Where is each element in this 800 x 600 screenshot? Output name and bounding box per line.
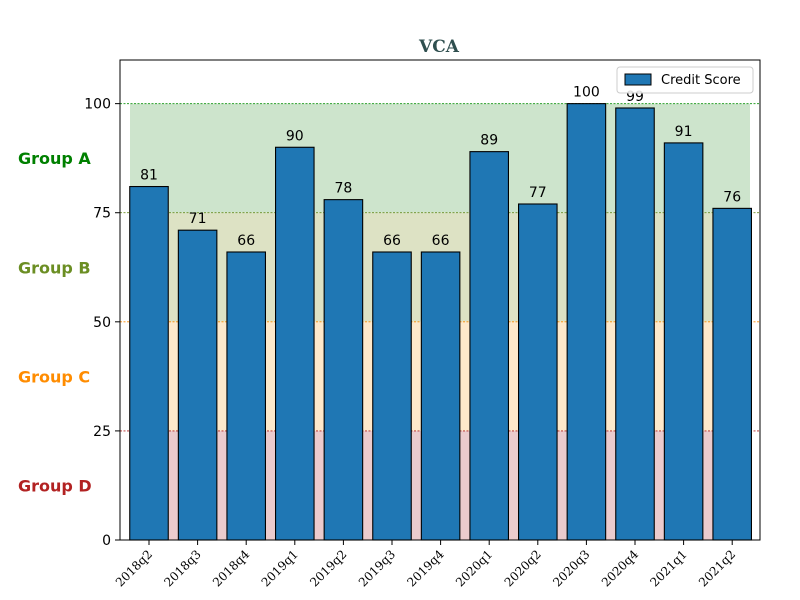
y-tick-label: 25 <box>93 424 111 440</box>
legend: Credit Score <box>616 66 754 94</box>
group-label: Group D <box>18 476 92 495</box>
x-tick-label: 2019q4 <box>404 547 447 590</box>
x-tick-label: 2018q3 <box>161 547 203 589</box>
bar-value-label: 66 <box>383 233 401 249</box>
bar <box>615 107 655 541</box>
plot-frame <box>119 59 761 541</box>
bar-value-label: 77 <box>529 185 547 201</box>
group-label: Group C <box>18 367 90 386</box>
y-tick-label: 100 <box>84 97 111 113</box>
bar-value-label: 100 <box>573 85 600 101</box>
bar-value-label: 81 <box>140 168 158 184</box>
bar-value-label: 66 <box>237 233 255 249</box>
y-tick-label: 0 <box>102 533 111 549</box>
bar-value-label: 89 <box>480 133 498 149</box>
bar <box>226 251 266 541</box>
x-tick-label: 2019q1 <box>259 547 301 589</box>
bar <box>517 203 558 541</box>
x-tick-label: 2018q4 <box>210 547 253 590</box>
bar-value-label: 71 <box>189 211 207 227</box>
bar-value-label: 66 <box>432 233 450 249</box>
bar <box>420 251 461 541</box>
x-tick-label: 2020q2 <box>502 547 544 589</box>
x-tick-label: 2021q2 <box>696 547 738 589</box>
bar-value-label: 91 <box>675 124 693 140</box>
x-tick-label: 2019q3 <box>356 547 398 589</box>
bar <box>469 151 510 541</box>
bar-value-label: 90 <box>286 128 304 144</box>
legend-label: Credit Score <box>661 73 741 88</box>
x-tick-label: 2019q2 <box>307 547 349 589</box>
bar <box>129 185 169 541</box>
bar <box>177 229 218 541</box>
x-tick-label: 2020q4 <box>599 547 642 590</box>
bar <box>712 207 753 541</box>
bar <box>274 146 315 541</box>
y-tick-label: 75 <box>93 206 111 222</box>
x-tick-label: 2021q1 <box>647 547 689 589</box>
y-tick-label: 50 <box>93 315 111 331</box>
band-fill <box>130 103 750 213</box>
group-label: Group A <box>18 149 91 168</box>
x-tick-label: 2018q2 <box>113 547 155 589</box>
bar <box>323 199 364 541</box>
legend-swatch <box>624 73 652 86</box>
group-label: Group B <box>18 258 91 277</box>
bar <box>566 103 607 541</box>
bar <box>372 251 412 541</box>
bar-value-label: 78 <box>334 181 352 197</box>
bar <box>663 142 704 541</box>
x-tick-label: 2020q1 <box>453 547 495 589</box>
x-tick-label: 2020q3 <box>550 547 592 589</box>
bar-value-label: 76 <box>723 189 741 205</box>
chart-title: VCA <box>418 37 460 57</box>
